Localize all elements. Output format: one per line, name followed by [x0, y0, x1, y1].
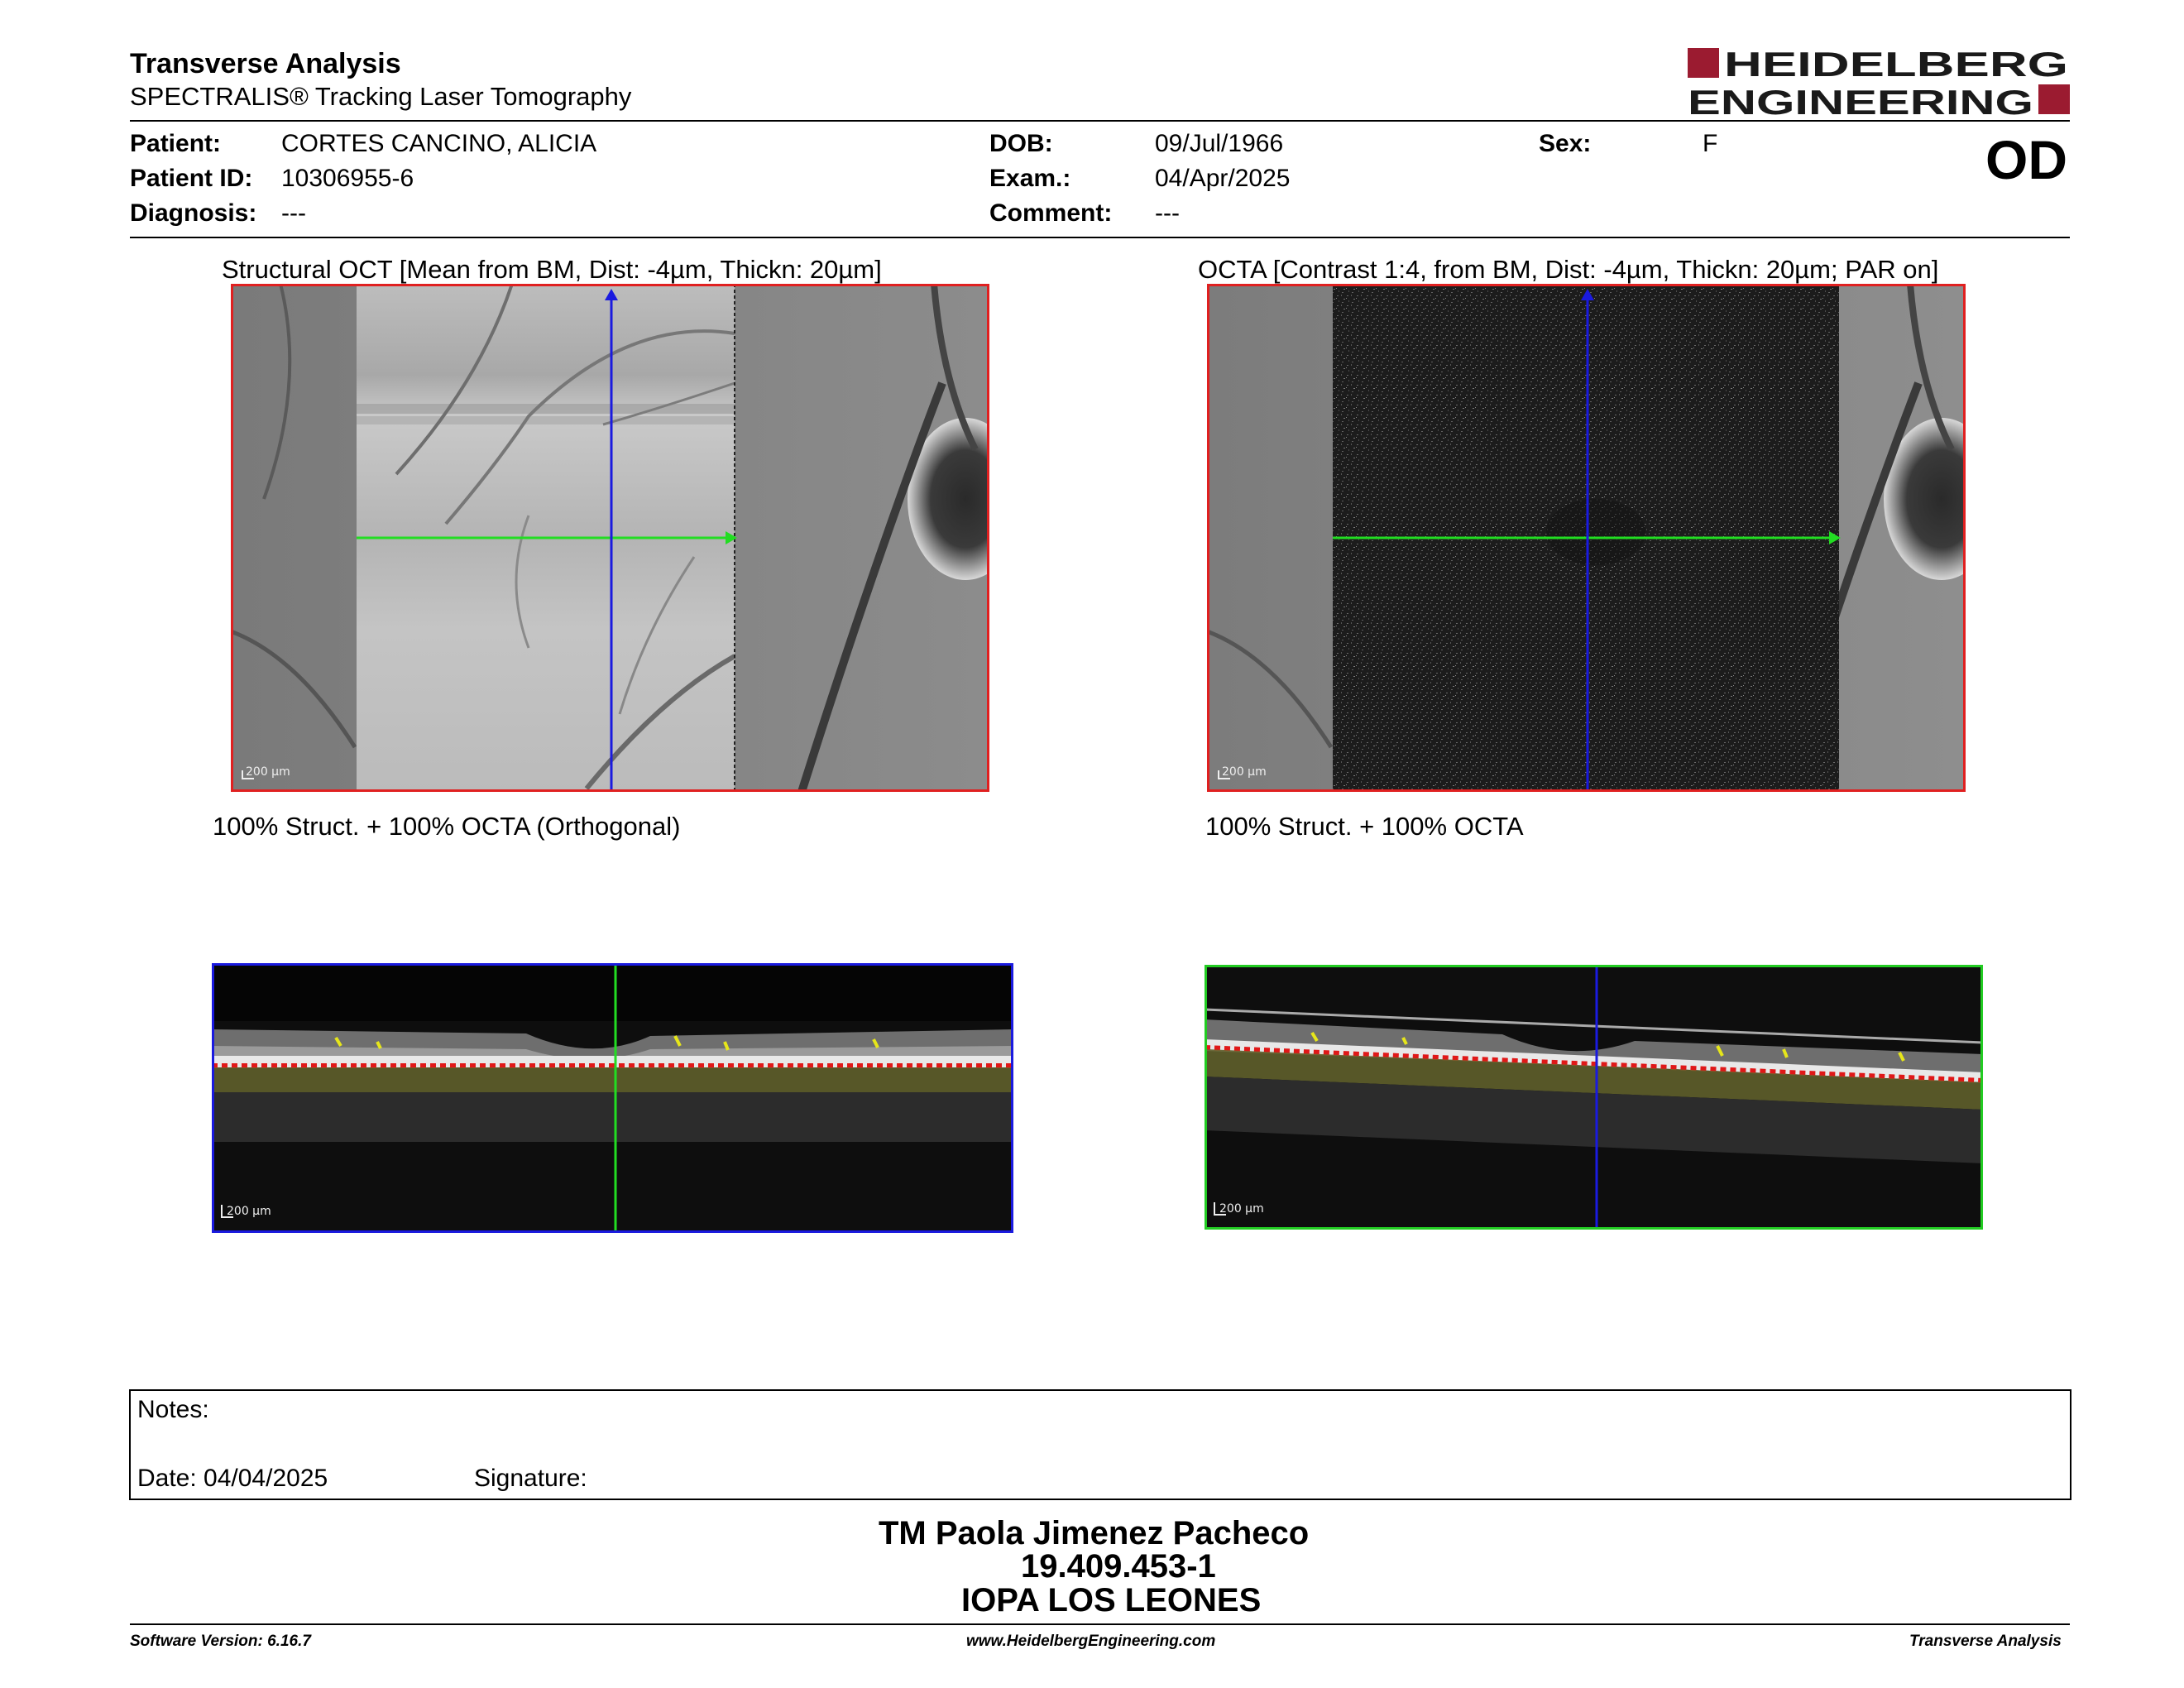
exam-label: Exam.: [989, 165, 1071, 192]
website-link[interactable]: www.HeidelbergEngineering.com [966, 1633, 1216, 1650]
structural-oct-title: Structural OCT [Mean from BM, Dist: -4µm… [222, 255, 882, 284]
svg-text:200 µm: 200 µm [1219, 1202, 1264, 1216]
footer-divider [130, 1623, 2070, 1625]
sex-value: F [1703, 130, 1718, 157]
footer-report-name: Transverse Analysis [1909, 1633, 2062, 1650]
patient-divider [130, 237, 2070, 238]
octa-title: OCTA [Contrast 1:4, from BM, Dist: -4µm,… [1198, 255, 1939, 284]
notes-box: Notes: Date: 04/04/2025 Signature: [129, 1389, 2071, 1500]
comment-value: --- [1155, 199, 1180, 227]
signer-id: 19.409.453-1 [1021, 1548, 1216, 1585]
dob-label: DOB: [989, 130, 1053, 157]
patient-id-label: Patient ID: [130, 165, 253, 192]
header-divider [130, 120, 2070, 122]
structural-oct-image[interactable]: 200 µm [231, 284, 989, 792]
octa-image[interactable]: 200 µm [1207, 284, 1966, 792]
signer-institution: IOPA LOS LEONES [961, 1582, 1262, 1618]
right-overlay-caption: 100% Struct. + 100% OCTA [1205, 812, 1524, 841]
svg-text:200 µm: 200 µm [227, 1205, 271, 1218]
svg-text:ENGINEERING: ENGINEERING [1688, 83, 2033, 117]
patient-id-value: 10306955-6 [281, 165, 414, 192]
signature-label: Signature: [474, 1465, 587, 1492]
svg-text:200 µm: 200 µm [246, 765, 290, 779]
report-subtitle: SPECTRALIS® Tracking Laser Tomography [130, 82, 632, 111]
svg-text:HEIDELBERG: HEIDELBERG [1724, 45, 2068, 84]
right-bscan-image[interactable]: 200 µm [1205, 965, 1983, 1230]
left-overlay-caption: 100% Struct. + 100% OCTA (Orthogonal) [213, 812, 681, 841]
sex-label: Sex: [1539, 130, 1592, 157]
diagnosis-value: --- [281, 199, 306, 227]
patient-label: Patient: [130, 130, 222, 157]
diagnosis-label: Diagnosis: [130, 199, 257, 227]
eye-indicator: OD [1985, 129, 2067, 190]
report-title: Transverse Analysis [130, 48, 401, 79]
notes-label: Notes: [137, 1396, 209, 1423]
dob-value: 09/Jul/1966 [1155, 130, 1284, 157]
exam-value: 04/Apr/2025 [1155, 165, 1291, 192]
heidelberg-logo: HEIDELBERG ENGINEERING [1688, 45, 2070, 117]
comment-label: Comment: [989, 199, 1113, 227]
patient-name: CORTES CANCINO, ALICIA [281, 130, 597, 157]
software-version: Software Version: 6.16.7 [130, 1633, 311, 1650]
left-bscan-image[interactable]: 200 µm [212, 963, 1013, 1233]
signer-name: TM Paola Jimenez Pacheco [879, 1515, 1310, 1551]
svg-text:200 µm: 200 µm [1222, 765, 1267, 779]
date-label: Date: 04/04/2025 [137, 1465, 328, 1492]
